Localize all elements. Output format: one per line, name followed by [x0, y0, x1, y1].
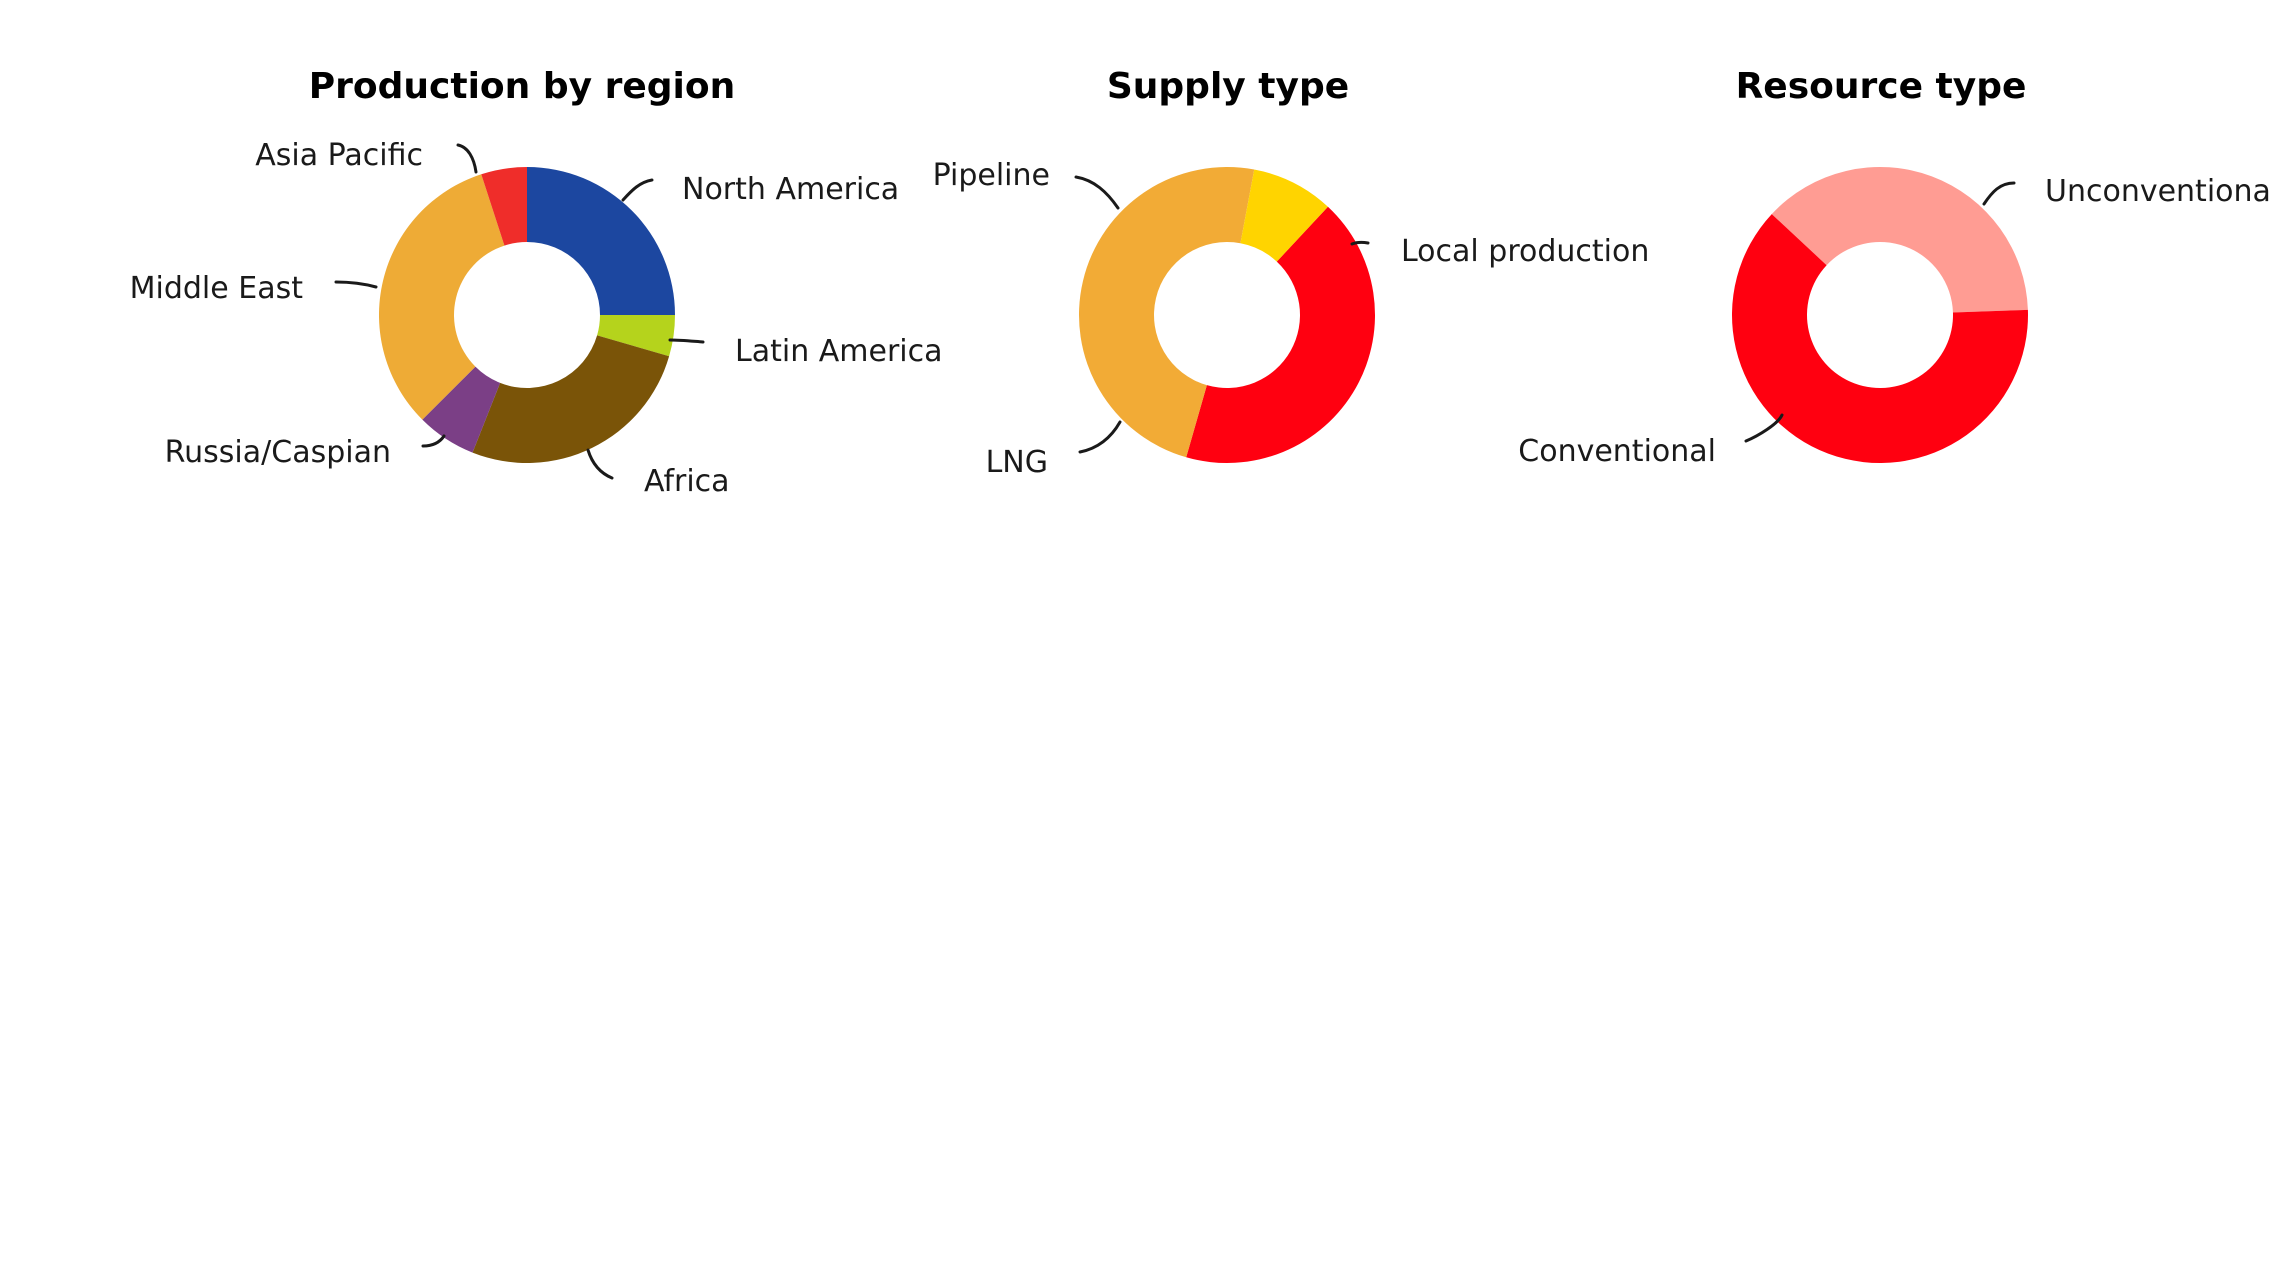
- charts-group: Production by region North America Latin A…: [130, 66, 2272, 499]
- slice-north-america: [527, 167, 675, 315]
- slice-unconventional: [1771, 167, 2028, 313]
- label-middle-east: Middle East: [130, 271, 304, 306]
- slice-conventional: [1731, 214, 2028, 463]
- label-north-america: North America: [682, 172, 899, 207]
- label-conventional: Conventional: [1518, 434, 1716, 469]
- label-pipeline: Pipeline: [933, 158, 1050, 193]
- label-unconventional: Unconventional: [2045, 174, 2272, 209]
- leader-line-local-production: [1350, 240, 1370, 246]
- leader-line-middle-east: [334, 280, 378, 289]
- leader-line-unconventional: [1982, 181, 2016, 206]
- chart-title: Supply type: [1107, 66, 1349, 107]
- leader-line-lng: [1078, 420, 1122, 454]
- supply-type-chart: Supply type Local production LNG Pipeline: [933, 66, 1650, 480]
- leader-line-conventional: [1744, 413, 1784, 443]
- label-asia-pacific: Asia Pacific: [255, 138, 423, 173]
- leader-line-latin-america: [668, 338, 705, 344]
- leader-line-pipeline: [1074, 175, 1120, 210]
- leader-line-russia-caspian: [421, 434, 446, 448]
- slice-africa: [472, 335, 670, 464]
- slice-latin-america: [597, 315, 675, 357]
- label-latin-america: Latin America: [735, 334, 943, 369]
- leader-line-africa: [586, 448, 614, 480]
- leader-line-north-america: [621, 178, 654, 202]
- leader-line-asia-pacific: [456, 143, 478, 174]
- production-by-region-chart: Production by region North America Latin A…: [130, 66, 943, 499]
- label-africa: Africa: [644, 464, 730, 499]
- slice-asia-pacific: [481, 167, 527, 246]
- resource-type-chart: Resource type Unconventional Conventional: [1518, 66, 2272, 469]
- slice-pipeline: [1240, 169, 1328, 262]
- slice-local-production: [1186, 206, 1375, 464]
- chart-title: Resource type: [1736, 66, 2027, 107]
- slice-middle-east: [379, 174, 505, 420]
- slice-lng: [1078, 166, 1255, 458]
- slice-russia-caspian: [422, 366, 501, 453]
- label-local-production: Local production: [1401, 234, 1649, 269]
- chart-title: Production by region: [309, 66, 735, 107]
- label-lng: LNG: [986, 445, 1048, 480]
- label-russia-caspian: Russia/Caspian: [165, 435, 391, 470]
